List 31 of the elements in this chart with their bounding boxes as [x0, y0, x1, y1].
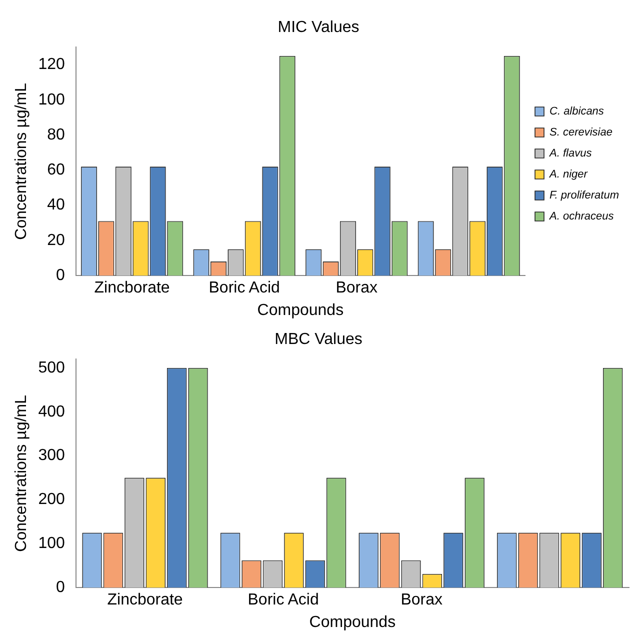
y-tick-label: 0 — [56, 267, 65, 284]
x-axis-title: Compounds — [257, 302, 344, 319]
x-tick-label: Boric Acid — [208, 280, 280, 297]
legend-label: C. albicans — [550, 106, 604, 118]
legend-label: F. proliferatum — [550, 190, 620, 202]
x-tick-label: Zincborate — [94, 280, 170, 297]
y-tick-label: 100 — [38, 535, 65, 552]
y-tick-label: 120 — [38, 56, 65, 74]
y-tick-label: 60 — [47, 162, 65, 179]
x-tick-label: Zincborate — [107, 592, 183, 609]
y-tick-label: 200 — [38, 491, 65, 508]
legend-label: S. cerevisiae — [550, 126, 612, 139]
x-axis-title: Compounds — [309, 614, 396, 631]
y-tick-label: 400 — [38, 403, 65, 420]
x-tick-label: Boric Acid — [248, 592, 319, 609]
y-axis-title: Concentrations µg/mL — [13, 82, 30, 240]
y-tick-label: 100 — [38, 91, 65, 108]
y-tick-label: 300 — [38, 447, 65, 464]
x-tick-label: Borax — [400, 592, 442, 609]
chart-title: MBC Values — [274, 331, 362, 348]
y-tick-label: 40 — [47, 196, 65, 214]
y-axis-title: Concentrations µg/mL — [13, 394, 30, 552]
y-tick-label: 80 — [47, 126, 65, 144]
legend-label: A. ochraceus — [548, 210, 614, 223]
x-tick-label: Borax — [336, 280, 378, 297]
legend-label: A. niger — [548, 168, 589, 181]
legend-label: A. flavus — [548, 148, 592, 160]
chart-title: MIC Values — [278, 19, 360, 36]
y-tick-label: 20 — [47, 232, 65, 249]
y-tick-label: 500 — [38, 359, 65, 376]
y-tick-label: 0 — [56, 579, 65, 596]
